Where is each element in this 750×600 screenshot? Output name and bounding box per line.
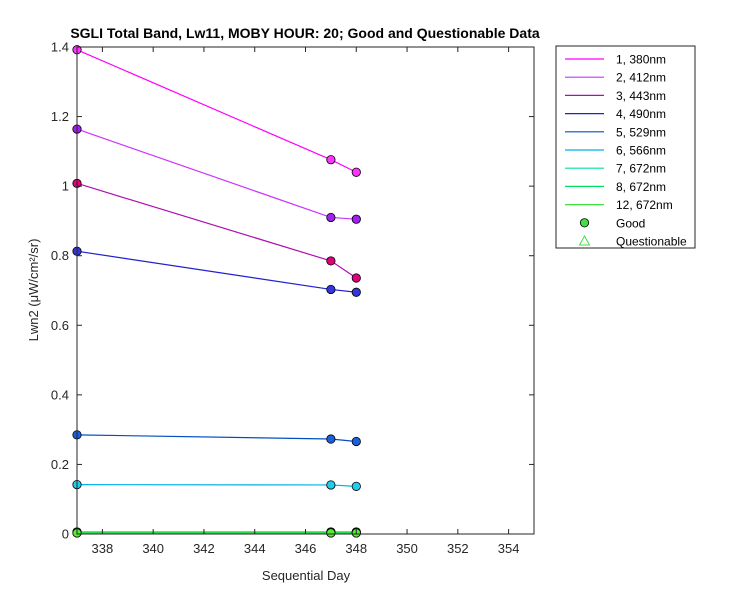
x-tick-label: 344 — [244, 541, 266, 556]
axis-ticks: 338 340 342 344 346 348 350 352 354 0 0.2 0.4 0.6 0.8… — [51, 40, 534, 556]
data-point-5-2 — [326, 434, 336, 444]
x-tick-label: 338 — [92, 541, 114, 556]
plot-area — [77, 47, 534, 534]
legend-label-1: 1, 380nm — [616, 53, 666, 67]
data-point-2-3 — [351, 214, 361, 224]
legend-label-7: 7, 672nm — [616, 162, 666, 176]
y-tick-label: 0 — [62, 527, 69, 542]
legend-label-3: 3, 443nm — [616, 89, 666, 103]
legend-label-8: 8, 672nm — [616, 180, 666, 194]
legend-marker-questionable — [578, 234, 591, 246]
data-point-2-2 — [326, 212, 336, 223]
x-tick-label: 346 — [295, 541, 317, 556]
y-tick-label: 0.4 — [51, 387, 69, 402]
data-point-6-2 — [326, 480, 336, 490]
y-tick-label: 0.8 — [51, 248, 69, 263]
y-tick-label: 0.6 — [51, 318, 69, 333]
data-point-4-3 — [351, 287, 361, 297]
y-axis-label: Lwn2 (μW/cm²/sr) — [26, 239, 41, 342]
data-point-3-2 — [326, 256, 336, 266]
legend-label-6: 6, 566nm — [616, 144, 666, 158]
y-tick-label: 1.4 — [51, 40, 69, 55]
legend-label-good: Good — [616, 216, 645, 230]
y-tick-label: 0.2 — [51, 457, 69, 472]
data-point-9-2 — [326, 528, 336, 538]
x-axis-label: Sequential Day — [262, 568, 351, 583]
x-tick-label: 354 — [498, 541, 520, 556]
legend-label-9: 12, 672nm — [616, 198, 673, 212]
legend-marker-good — [579, 218, 590, 228]
chart-title: SGLI Total Band, Lw11, MOBY HOUR: 20; Go… — [70, 25, 540, 41]
data-point-4-2 — [326, 284, 336, 295]
data-point-1-2 — [326, 155, 336, 165]
x-tick-label: 352 — [447, 541, 469, 556]
y-tick-label: 1.2 — [51, 109, 69, 124]
data-point-1-3 — [351, 167, 361, 177]
data-point-3-3 — [351, 273, 361, 283]
legend-box — [555, 45, 696, 249]
x-tick-label: 340 — [142, 541, 164, 556]
data-layer — [72, 45, 361, 538]
x-tick-label: 342 — [193, 541, 215, 556]
legend-label-4: 4, 490nm — [616, 107, 666, 121]
legend-label-questionable: Questionable — [616, 235, 687, 249]
legend: 1, 380nm 2, 412nm 3, 443nm 4, 490nm 5, 529nm… — [555, 45, 696, 249]
data-point-6-3 — [351, 481, 361, 491]
x-tick-label: 350 — [396, 541, 418, 556]
y-tick-label: 1 — [62, 179, 69, 194]
legend-label-5: 5, 529nm — [616, 125, 666, 139]
data-point-5-3 — [351, 436, 361, 447]
x-tick-label: 348 — [345, 541, 367, 556]
legend-label-2: 2, 412nm — [616, 71, 666, 85]
